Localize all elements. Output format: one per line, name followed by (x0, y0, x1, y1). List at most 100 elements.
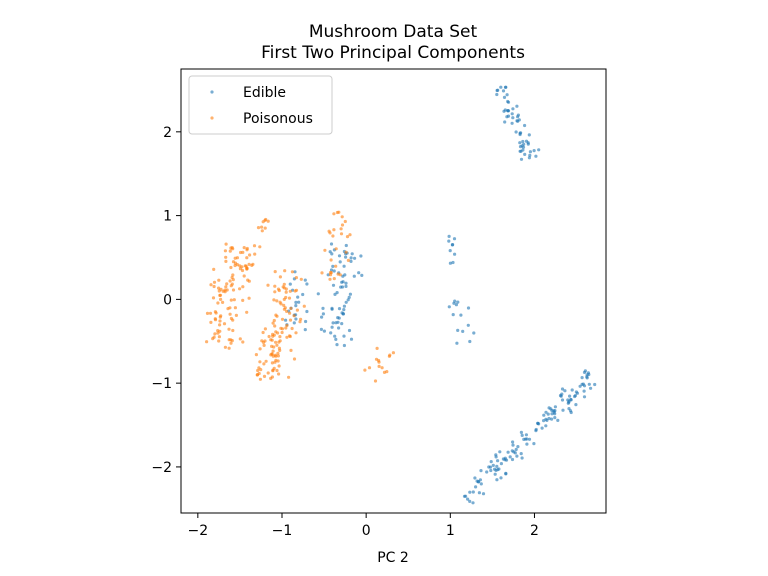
data-point (344, 255, 348, 259)
data-point (346, 298, 350, 302)
data-point (391, 351, 395, 355)
data-point (528, 153, 532, 157)
data-point (228, 279, 232, 283)
data-point (380, 366, 384, 370)
data-point (230, 246, 234, 250)
data-point (532, 442, 536, 446)
data-point (515, 454, 519, 458)
data-point (261, 220, 265, 224)
data-point (332, 269, 336, 273)
data-point (515, 104, 519, 108)
data-point (524, 433, 529, 437)
data-point (223, 249, 227, 253)
data-point (231, 328, 235, 333)
data-point (493, 472, 497, 476)
data-point (290, 326, 294, 331)
data-point (260, 225, 264, 229)
data-point (447, 234, 451, 238)
data-point (224, 259, 228, 263)
data-point (260, 339, 264, 343)
data-point (489, 468, 493, 473)
data-point (273, 360, 277, 364)
data-point (452, 237, 457, 241)
data-point (282, 303, 286, 307)
data-point (263, 339, 267, 343)
data-point (468, 499, 472, 503)
data-point (270, 375, 274, 379)
data-point (498, 450, 502, 454)
data-point (227, 338, 231, 342)
data-point (337, 326, 341, 330)
data-point (285, 323, 289, 328)
data-point (261, 330, 265, 335)
data-point (510, 112, 514, 116)
y-tick-label: −2 (151, 460, 172, 476)
data-point (321, 312, 325, 316)
data-point (582, 384, 587, 388)
data-point (245, 256, 249, 260)
data-point (481, 492, 486, 496)
data-point (247, 262, 251, 266)
data-point (285, 335, 289, 339)
data-point (514, 447, 518, 452)
data-point (331, 283, 336, 287)
data-point (216, 301, 220, 305)
data-point (251, 262, 255, 266)
data-point (520, 456, 524, 460)
data-point (283, 306, 287, 310)
data-point (284, 326, 288, 330)
data-point (222, 322, 227, 326)
data-point (276, 351, 280, 355)
data-point (212, 335, 216, 339)
data-point (272, 298, 276, 302)
data-point (568, 409, 573, 413)
data-point (293, 289, 297, 293)
data-point (277, 372, 281, 376)
data-point (305, 309, 309, 314)
data-point (218, 315, 222, 319)
data-point (550, 412, 554, 416)
data-point (340, 322, 344, 326)
data-point (212, 284, 216, 289)
data-point (292, 314, 296, 318)
data-point (294, 304, 298, 308)
data-point (235, 256, 239, 260)
legend-item-edible: Edible (210, 85, 286, 101)
data-point (553, 405, 558, 409)
data-point (349, 259, 353, 263)
data-point (333, 292, 337, 296)
data-point (363, 368, 367, 372)
data-point (495, 88, 499, 93)
data-point (544, 410, 548, 414)
data-point (542, 419, 546, 423)
data-point (278, 335, 282, 339)
data-point (451, 313, 455, 317)
data-point (342, 343, 346, 348)
data-point (499, 476, 503, 480)
data-point (289, 348, 293, 352)
data-point (568, 394, 572, 398)
data-point (332, 228, 336, 232)
data-point (231, 278, 235, 282)
data-point (294, 331, 298, 335)
data-point (344, 300, 348, 304)
data-point (252, 244, 257, 248)
data-point (582, 370, 587, 374)
data-point (456, 300, 460, 304)
data-point (348, 292, 352, 296)
data-point (547, 406, 551, 410)
x-tick-label: 0 (362, 523, 371, 539)
data-point (255, 373, 259, 377)
data-point (271, 349, 275, 353)
data-point (274, 330, 278, 334)
data-point (329, 242, 334, 246)
data-point (344, 284, 348, 288)
data-point (294, 276, 298, 280)
data-point (512, 450, 516, 454)
data-point (329, 258, 333, 262)
data-point (349, 337, 354, 341)
data-point (335, 291, 339, 295)
data-point (527, 133, 531, 137)
data-point (271, 354, 275, 358)
